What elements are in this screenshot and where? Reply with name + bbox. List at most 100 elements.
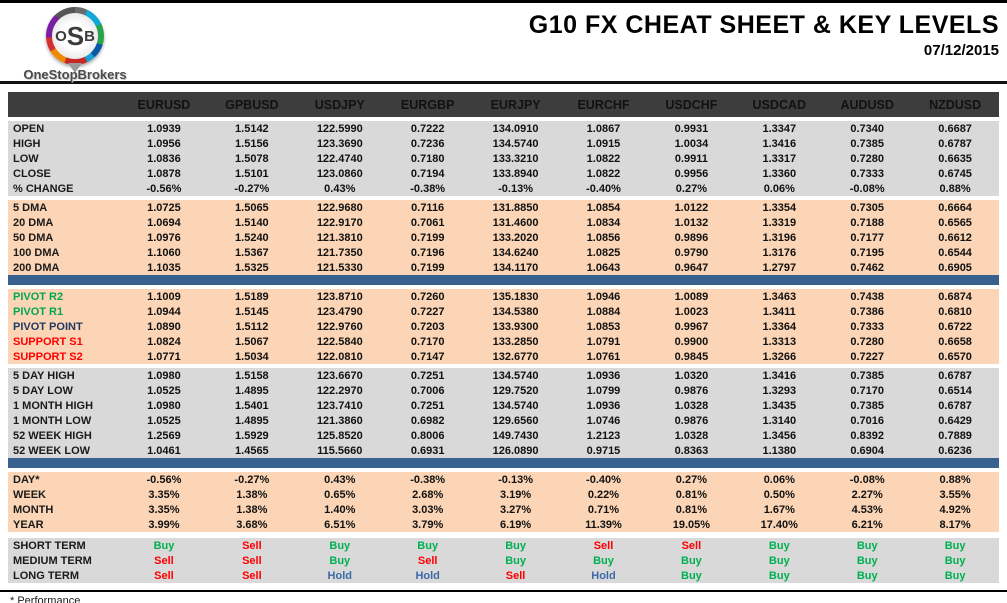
- value-cell: 1.5929: [235, 429, 269, 442]
- table-row-pivot-r1: PIVOT R1 1.0944 1.5145 123.4790 0.7227 134.53…: [8, 304, 999, 319]
- value-cell: 1.5065: [235, 201, 269, 214]
- value-cell: 1.0854: [586, 201, 621, 214]
- value-cell: 1.38%: [236, 488, 268, 501]
- value-cell: 1.4565: [235, 444, 269, 457]
- value-cell: 3.27%: [499, 503, 532, 516]
- value-cell: 3.99%: [148, 518, 180, 531]
- row-label: 5 DAY LOW: [13, 384, 73, 397]
- value-cell: 1.0461: [147, 444, 181, 457]
- signal-cell: Buy: [944, 554, 966, 567]
- value-cell: -0.38%: [410, 473, 446, 486]
- value-cell: 1.67%: [763, 503, 795, 516]
- value-cell: 3.55%: [939, 488, 971, 501]
- value-cell: -0.27%: [234, 473, 270, 486]
- row-label: 5 DMA: [13, 201, 48, 214]
- value-cell: 0.88%: [939, 473, 971, 486]
- value-cell: 0.9790: [674, 246, 709, 259]
- value-cell: 0.7236: [410, 137, 445, 150]
- value-cell: 1.0853: [586, 320, 621, 333]
- value-cell: 122.0810: [316, 350, 363, 363]
- value-cell: -0.56%: [146, 182, 182, 195]
- value-cell: 11.39%: [585, 518, 622, 531]
- signal-cell: Hold: [591, 569, 616, 582]
- value-cell: 1.2797: [762, 261, 797, 274]
- value-cell: 0.7170: [850, 384, 885, 397]
- value-cell: 0.88%: [939, 182, 971, 195]
- value-cell: 0.81%: [675, 503, 707, 516]
- value-cell: 123.7410: [316, 399, 363, 412]
- signal-cell: Buy: [768, 569, 790, 582]
- row-label: LONG TERM: [13, 569, 79, 582]
- value-cell: 1.0023: [674, 305, 709, 318]
- value-cell: 1.0956: [147, 137, 181, 150]
- value-cell: 0.6635: [938, 152, 972, 165]
- signal-cell: Sell: [681, 539, 702, 552]
- value-cell: 0.7333: [850, 320, 885, 333]
- value-cell: 0.9900: [674, 335, 709, 348]
- value-cell: 122.4740: [316, 152, 363, 165]
- value-cell: 3.68%: [236, 518, 268, 531]
- value-cell: 0.6904: [850, 444, 885, 457]
- row-label: SHORT TERM: [13, 539, 86, 552]
- section-signals: SHORT TERM Buy Sell Buy Buy Buy Sell Sell Buy Buy…: [8, 538, 999, 583]
- value-cell: 0.9715: [586, 444, 621, 457]
- value-cell: 0.6982: [410, 414, 445, 427]
- footer-divider: [0, 590, 1007, 592]
- column-header-usdchf: USDCHF: [665, 97, 718, 112]
- signal-cell: Buy: [593, 554, 614, 567]
- value-cell: 134.6240: [492, 246, 539, 259]
- table-row-pivot-r2: PIVOT R2 1.1009 1.5189 123.8710 0.7260 135.18…: [8, 289, 999, 304]
- value-cell: 1.0825: [586, 246, 621, 259]
- value-cell: 0.43%: [324, 182, 356, 195]
- value-cell: 0.9845: [674, 350, 709, 363]
- value-cell: 1.5142: [235, 122, 269, 135]
- value-cell: 132.6770: [492, 350, 539, 363]
- value-cell: 121.3810: [316, 231, 363, 244]
- value-cell: 1.1035: [147, 261, 181, 274]
- row-label: 52 WEEK HIGH: [13, 429, 92, 442]
- value-cell: 1.0771: [147, 350, 181, 363]
- row-label: 200 DMA: [13, 261, 60, 274]
- value-cell: 19.05%: [672, 518, 711, 531]
- value-cell: 0.65%: [324, 488, 356, 501]
- signal-cell: Buy: [505, 539, 526, 552]
- value-cell: 133.2850: [492, 335, 539, 348]
- signal-cell: Buy: [944, 569, 966, 582]
- signal-cell: Buy: [856, 539, 878, 552]
- value-cell: 0.7180: [410, 152, 445, 165]
- value-cell: 0.7199: [410, 231, 445, 244]
- value-cell: 122.9170: [316, 216, 363, 229]
- column-header-usdjpy: USDJPY: [314, 97, 365, 112]
- value-cell: 0.9911: [674, 152, 708, 165]
- value-cell: 1.3293: [762, 384, 797, 397]
- signal-cell: Sell: [242, 554, 262, 567]
- value-cell: 1.3266: [762, 350, 797, 363]
- section-performance: DAY* -0.56% -0.27% 0.43% -0.38% -0.13% -0.40% 0…: [8, 472, 999, 532]
- value-cell: 17.40%: [760, 518, 798, 531]
- value-cell: 1.5034: [235, 350, 269, 363]
- section-ranges: 5 DAY HIGH 1.0980 1.5158 123.6670 0.7251 134.…: [8, 368, 999, 458]
- value-cell: 4.92%: [939, 503, 971, 516]
- logo-pin-pointer-icon: [68, 63, 82, 73]
- table-row-long-term: LONG TERM Sell Sell Hold Hold Sell Hold Buy Buy B…: [8, 568, 999, 583]
- table-row-month: MONTH 3.35% 1.38% 1.40% 3.03% 3.27% 0.71% 0.81%…: [8, 502, 999, 517]
- value-cell: 0.7333: [850, 167, 885, 180]
- value-cell: 0.6874: [938, 290, 972, 303]
- value-cell: -0.08%: [849, 182, 885, 195]
- value-cell: 1.0946: [586, 290, 621, 303]
- value-cell: 0.6664: [938, 201, 972, 214]
- value-cell: 123.6670: [316, 369, 363, 382]
- value-cell: 1.0034: [674, 137, 709, 150]
- value-cell: 0.6810: [938, 305, 972, 318]
- performance-footnote: * Performance: [10, 595, 81, 603]
- value-cell: 0.6931: [410, 444, 445, 457]
- value-cell: 1.0834: [586, 216, 621, 229]
- row-label: DAY*: [13, 473, 40, 486]
- value-cell: 1.5156: [235, 137, 269, 150]
- signal-cell: Sell: [505, 569, 526, 582]
- column-header-eurjpy: EURJPY: [490, 97, 541, 112]
- value-cell: 1.3319: [762, 216, 797, 229]
- value-cell: 1.0525: [147, 414, 181, 427]
